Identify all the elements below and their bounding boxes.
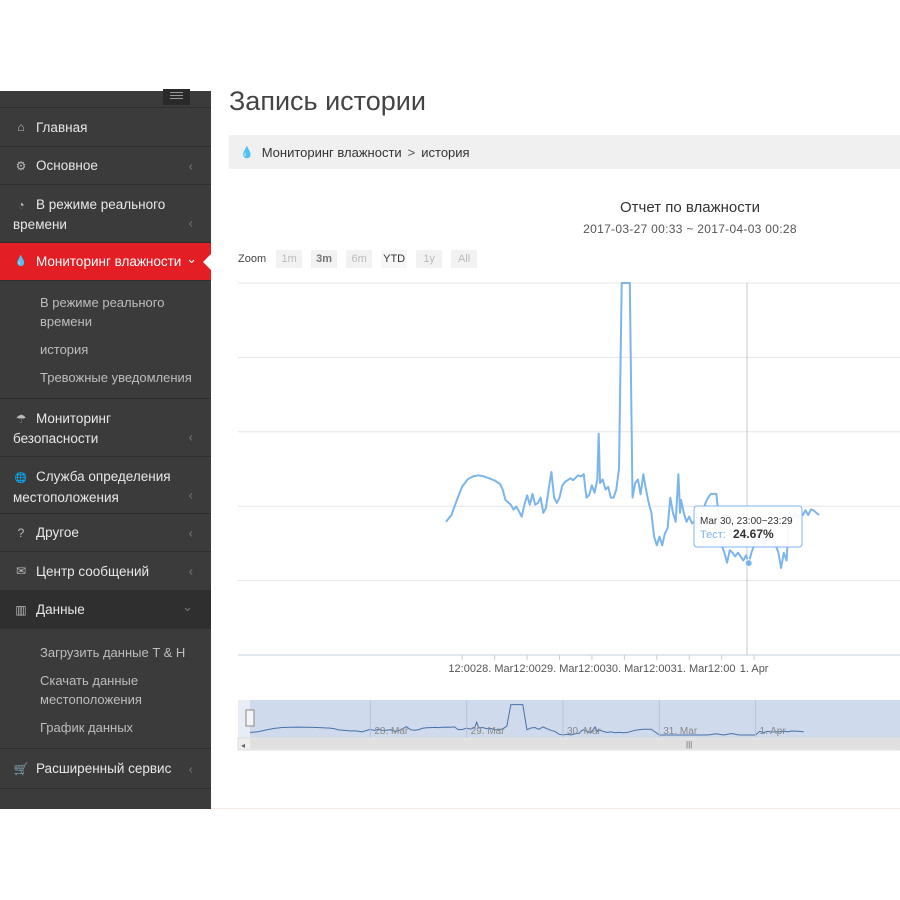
- umbrella-icon: ☂: [15, 412, 27, 426]
- sidebar-item-realtime[interactable]: ◔ В режиме реального времени ‹: [0, 185, 211, 243]
- x-tick-label: 12:00: [578, 663, 606, 675]
- sidebar-item-label: Мониторинг влажности: [36, 254, 182, 269]
- chevron-left-icon: ‹: [188, 215, 193, 231]
- navigator: 28. Mar 29. Mar 30. Mar 31. Mar 1. Apr ◂ |||: [237, 700, 900, 751]
- submenu-item-realtime[interactable]: В режиме реального времени: [40, 295, 165, 329]
- sidebar-item-extended[interactable]: 🛒 Расширенный сервис ‹: [0, 749, 211, 789]
- sidebar: ⌂ Главная ⚙ Основное ‹ ◔ В режиме реально…: [0, 89, 211, 809]
- x-tick-label: 12:00: [513, 663, 541, 675]
- x-tick-label: 29. Mar: [541, 663, 579, 675]
- chevron-left-icon: ‹: [188, 525, 193, 540]
- data-submenu: Загрузить данные T & H Скачать данные ме…: [0, 629, 211, 749]
- sidebar-item-label: Расширенный сервис: [36, 761, 172, 776]
- sidebar-item-other[interactable]: ? Другое ‹: [0, 514, 211, 552]
- grid-lines: [238, 282, 900, 582]
- globe-icon: 🌐: [14, 473, 28, 484]
- zoom-ytd-button[interactable]: YTD: [381, 250, 408, 268]
- x-tick-label: 30. Mar: [606, 663, 644, 675]
- tooltip-time: Mar 30, 23:00~23:29: [700, 516, 793, 527]
- question-icon: ?: [17, 525, 25, 540]
- chevron-left-icon: ‹: [188, 429, 193, 445]
- hover-point: [744, 559, 753, 568]
- chart-subtitle: 2017-03-27 00:33 ~ 2017-04-03 00:28: [583, 222, 797, 236]
- sidebar-item-label: В режиме реального времени: [13, 197, 166, 232]
- chevron-down-icon: ⌄: [182, 599, 193, 614]
- submenu-item-history[interactable]: история: [40, 342, 89, 357]
- tooltip: Mar 30, 23:00~23:29 Тест: 24.67%: [693, 505, 803, 548]
- sidebar-item-label: Данные: [36, 602, 85, 617]
- zoom-all-button[interactable]: All: [451, 250, 478, 268]
- x-tick-label: 31. Mar: [671, 663, 709, 675]
- sidebar-item-label: Другое: [36, 525, 79, 540]
- cart-icon: 🛒: [13, 761, 29, 776]
- x-tick-label: 1. Apr: [740, 663, 769, 675]
- humidity-series-line: [445, 282, 820, 569]
- submenu-item-upload[interactable]: Загрузить данные T & H: [40, 645, 186, 660]
- navigator-left-handle: [245, 709, 255, 727]
- gears-icon: ⚙: [15, 158, 27, 173]
- chevron-down-icon: ⌄: [186, 251, 197, 266]
- breadcrumb-separator: >: [407, 144, 416, 160]
- x-axis-ticks: 12:00 28. Mar 12:00 29. Mar 12:00 30. Mar 12:0…: [448, 655, 769, 675]
- navigator-label: 1. Apr: [760, 726, 787, 737]
- navigator-label: 29. Mar: [471, 726, 506, 737]
- sidebar-item-label: Центр сообщений: [36, 563, 150, 579]
- chevron-left-icon: ‹: [188, 158, 193, 173]
- sidebar-item-label: Мониторинг безопасности: [13, 411, 111, 446]
- navigator-label: 30. Mar: [567, 726, 602, 737]
- chevron-left-icon: ‹: [188, 487, 193, 503]
- zoom-1y-button[interactable]: 1y: [416, 250, 443, 268]
- drop-icon: 💧: [240, 146, 254, 159]
- x-tick-label: 12:00: [643, 663, 671, 675]
- sidebar-item-security[interactable]: ☂ Мониторинг безопасности ‹: [0, 399, 211, 457]
- chevron-left-icon: ‹: [188, 563, 193, 579]
- zoom-label: Zoom: [238, 253, 267, 265]
- submenu-item-download-location[interactable]: Скачать данные местоположения: [40, 673, 142, 707]
- navigator-series-line: [249, 704, 804, 736]
- sidebar-item-basic[interactable]: ⚙ Основное ‹: [0, 147, 211, 185]
- submenu-item-data-chart[interactable]: График данных: [40, 720, 134, 735]
- zoom-selector: Zoom 1m 3m 6m YTD 1y All: [238, 250, 486, 268]
- submenu-item-alerts[interactable]: Тревожные уведомления: [40, 370, 192, 385]
- page-title: Запись истории: [229, 86, 426, 116]
- chart-title: Отчет по влажности: [620, 199, 760, 216]
- x-tick-label: 12:00: [448, 663, 476, 675]
- scroll-left-arrow-icon: ◂: [241, 741, 245, 750]
- x-tick-label: 12:00: [708, 663, 736, 675]
- breadcrumb-current: история: [421, 144, 470, 160]
- menu-toggle-button[interactable]: [163, 89, 190, 105]
- home-icon: ⌂: [17, 120, 25, 134]
- sidebar-item-label: Служба определения местоположения: [13, 469, 171, 505]
- breadcrumb: 💧 Мониторинг влажности > история: [229, 135, 900, 169]
- navigator-label: 31. Mar: [663, 726, 698, 737]
- sidebar-item-humidity[interactable]: 💧 Мониторинг влажности ⌄: [0, 243, 211, 281]
- sidebar-item-home[interactable]: ⌂ Главная: [0, 108, 211, 147]
- navigator-labels: 28. Mar 29. Mar 30. Mar 31. Mar 1. Apr: [369, 700, 787, 738]
- sidebar-item-label: Главная: [36, 119, 88, 135]
- dashboard-icon: ◔: [17, 198, 25, 212]
- zoom-1m-button[interactable]: 1m: [276, 250, 303, 268]
- x-tick-label: 28. Mar: [476, 663, 514, 675]
- breadcrumb-section[interactable]: Мониторинг влажности: [261, 144, 402, 160]
- tooltip-value: 24.67%: [733, 527, 774, 541]
- sidebar-item-label: Основное: [36, 158, 98, 173]
- envelope-icon: ✉: [15, 564, 27, 578]
- zoom-6m-button[interactable]: 6m: [346, 250, 373, 268]
- chevron-left-icon: ‹: [188, 761, 193, 776]
- navigator-scrollbar: [237, 737, 900, 751]
- drop-icon: 💧: [14, 256, 28, 267]
- humidity-submenu: В режиме реального времени история Трево…: [0, 281, 211, 399]
- scrollbar-grip-icon: |||: [686, 740, 692, 749]
- navigator-label: 28. Mar: [374, 726, 409, 737]
- tooltip-series: Тест:: [700, 529, 726, 541]
- bar-chart-icon: ▥: [15, 602, 27, 617]
- sidebar-item-messages[interactable]: ✉ Центр сообщений ‹: [0, 552, 211, 591]
- sidebar-item-data[interactable]: ▥ Данные ⌄: [0, 591, 211, 629]
- sidebar-item-location[interactable]: 🌐 Служба определения местоположения ‹: [0, 457, 211, 514]
- navigator-scrollbar-thumb: [250, 739, 900, 749]
- zoom-3m-button[interactable]: 3m: [311, 250, 338, 268]
